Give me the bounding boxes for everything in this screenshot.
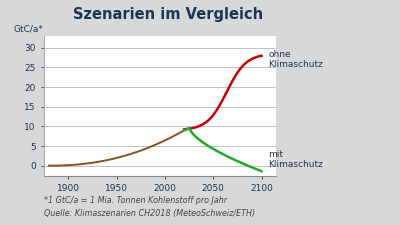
Text: Quelle: Klimaszenarien CH2018 (MeteoSchweiz/ETH): Quelle: Klimaszenarien CH2018 (MeteoSchw… (44, 209, 255, 218)
Text: ohne
Klimaschutz: ohne Klimaschutz (268, 50, 323, 69)
Text: Szenarien im Vergleich: Szenarien im Vergleich (73, 7, 263, 22)
Text: *1 GtC/a = 1 Mia. Tonnen Kohlenstoff pro Jahr: *1 GtC/a = 1 Mia. Tonnen Kohlenstoff pro… (44, 196, 227, 205)
Text: mit
Klimaschutz: mit Klimaschutz (268, 150, 323, 169)
Text: GtC/a*: GtC/a* (14, 24, 44, 33)
